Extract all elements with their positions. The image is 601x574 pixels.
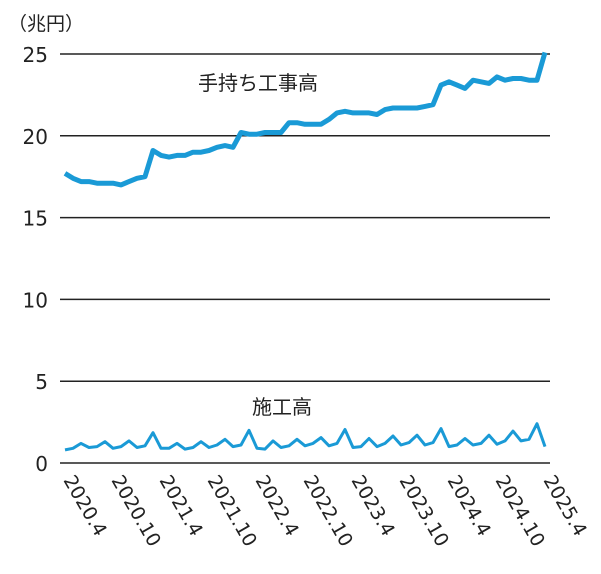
y-tick-label: 15 <box>23 207 48 231</box>
y-tick-label: 10 <box>23 288 48 312</box>
series-line-backlog <box>63 51 548 188</box>
x-tick-label: 2025.4 <box>539 472 591 541</box>
y-tick-label: 25 <box>23 43 48 67</box>
y-tick-label: 0 <box>35 452 48 476</box>
y-axis-label: （兆円） <box>8 13 84 35</box>
y-tick-label: 5 <box>35 370 48 394</box>
x-tick-label: 2023.4 <box>347 472 399 541</box>
y-tick-label: 20 <box>23 125 48 149</box>
series-label-construction: 施工高 <box>252 395 312 419</box>
x-tick-label: 2022.4 <box>251 472 303 541</box>
x-tick-label: 2024.4 <box>443 472 495 541</box>
x-tick-label: 2020.4 <box>59 472 111 541</box>
series-label-backlog: 手持ち工事高 <box>198 71 318 95</box>
x-tick-label: 2021.4 <box>155 472 207 541</box>
series-line-construction <box>64 422 547 452</box>
